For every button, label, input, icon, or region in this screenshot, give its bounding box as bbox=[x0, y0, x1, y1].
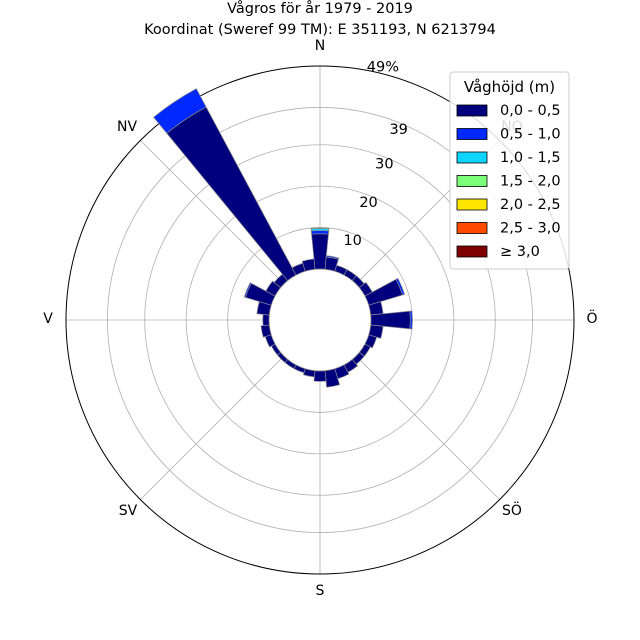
ring-label: 10 bbox=[343, 233, 361, 249]
spoke-nv bbox=[140, 140, 285, 285]
legend-label: 0,5 - 1,0 bbox=[500, 127, 561, 143]
legend-label: 2,5 - 3,0 bbox=[500, 221, 561, 237]
ring-label: 30 bbox=[375, 157, 393, 173]
chart-title: Vågros för år 1979 - 2019 bbox=[227, 0, 413, 17]
inner-ring bbox=[268, 268, 372, 372]
legend-swatch bbox=[456, 128, 488, 140]
ring-label: 20 bbox=[359, 195, 377, 211]
direction-label-n: N bbox=[315, 38, 325, 54]
grid-ring bbox=[107, 107, 533, 533]
rose-bar bbox=[243, 282, 252, 298]
rose-bar bbox=[310, 227, 330, 230]
legend-swatch bbox=[456, 151, 488, 164]
grid-ring bbox=[185, 185, 455, 455]
spoke-so bbox=[355, 355, 500, 500]
direction-label-v: V bbox=[43, 311, 53, 327]
grid-ring bbox=[144, 144, 496, 496]
rose-bar bbox=[153, 88, 207, 134]
direction-label-sv: SV bbox=[119, 503, 138, 519]
rose-bar bbox=[270, 343, 282, 356]
rose-bars bbox=[153, 88, 413, 388]
rose-bar bbox=[409, 310, 413, 330]
rose-bar bbox=[364, 334, 378, 349]
rose-bar bbox=[262, 314, 270, 326]
rose-bar bbox=[264, 334, 276, 348]
rose-bar bbox=[324, 368, 341, 388]
rose-bar bbox=[395, 277, 405, 296]
spoke-sv bbox=[140, 355, 285, 500]
rose-bar bbox=[325, 255, 340, 260]
direction-label-o: Ö bbox=[586, 309, 597, 327]
rose-bar bbox=[368, 324, 384, 339]
direction-label-nv: NV bbox=[117, 119, 137, 135]
ring-labels: 10 20 30 39 49% bbox=[343, 60, 407, 249]
legend: Våghöjd (m) 0,0 - 0,5 0,5 - 1,0 1,0 - 1,5 1… bbox=[449, 71, 570, 270]
legend-swatch bbox=[456, 245, 488, 258]
rose-bar bbox=[313, 370, 327, 382]
legend-swatch bbox=[456, 175, 488, 187]
max-ring-label: 49% bbox=[367, 60, 399, 76]
legend-label: 1,0 - 1,5 bbox=[500, 150, 561, 166]
outer-border bbox=[65, 65, 575, 575]
legend-swatch bbox=[456, 104, 488, 117]
legend-frame bbox=[449, 71, 570, 270]
rose-bar bbox=[301, 258, 316, 272]
chart-subtitle: Koordinat (Sweref 99 TM): E 351193, N 62… bbox=[144, 22, 496, 38]
legend-items: 0,0 - 0,5 0,5 - 1,0 1,0 - 1,5 1,5 - 2,0 2,0 … bbox=[456, 103, 561, 260]
legend-swatch bbox=[456, 198, 488, 211]
rose-bar bbox=[260, 324, 272, 338]
direction-label-s: S bbox=[316, 583, 325, 599]
direction-label-so: SÖ bbox=[502, 501, 522, 519]
rose-bar bbox=[302, 368, 316, 378]
legend-label: 1,5 - 2,0 bbox=[500, 174, 561, 190]
ring-label: 39 bbox=[389, 122, 407, 138]
legend-label: ≥ 3,0 bbox=[500, 244, 540, 260]
legend-title: Våghöjd (m) bbox=[464, 78, 555, 96]
legend-label: 2,0 - 2,5 bbox=[500, 197, 561, 213]
legend-swatch bbox=[456, 222, 488, 234]
legend-label: 0,0 - 0,5 bbox=[500, 103, 561, 119]
